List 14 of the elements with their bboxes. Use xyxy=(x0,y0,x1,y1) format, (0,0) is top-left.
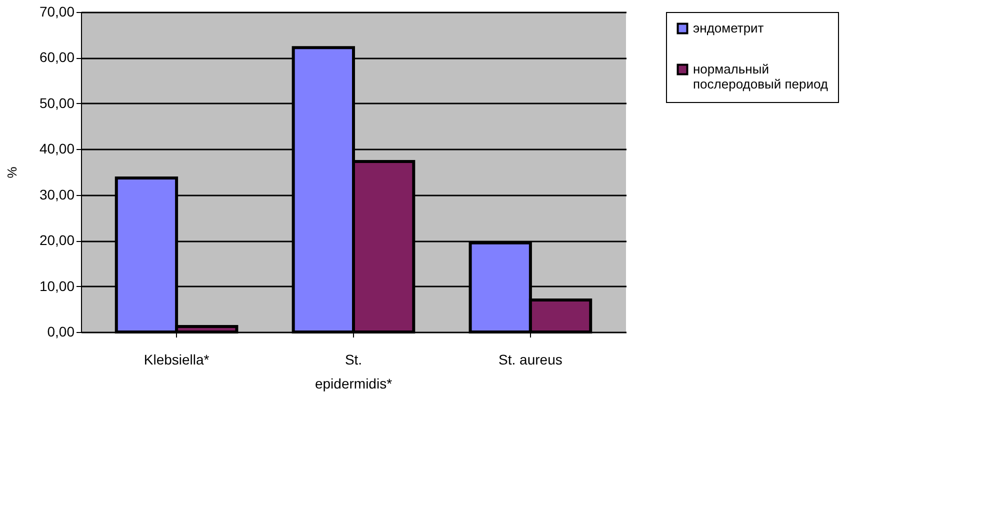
y-tick-label: 70,00 xyxy=(39,4,75,20)
legend-label: нормальный послеродовый период xyxy=(693,62,828,92)
x-tick-label: Klebsiella* xyxy=(144,352,210,368)
y-tick-label: 60,00 xyxy=(39,49,75,66)
y-tick-label: 20,00 xyxy=(39,232,75,248)
y-tick-label: 40,00 xyxy=(39,140,75,157)
y-axis-title: % xyxy=(4,166,20,178)
legend-label: эндометрит xyxy=(693,20,764,36)
y-tick-label: 0,00 xyxy=(47,324,75,340)
y-tick-label: 50,00 xyxy=(39,94,75,111)
y-tick-label: 10,00 xyxy=(39,278,75,294)
x-tick-label: St. aureus xyxy=(498,352,562,368)
y-tick-label: 30,00 xyxy=(39,186,75,202)
x-tick-label: St. epidermidis* xyxy=(314,352,393,392)
